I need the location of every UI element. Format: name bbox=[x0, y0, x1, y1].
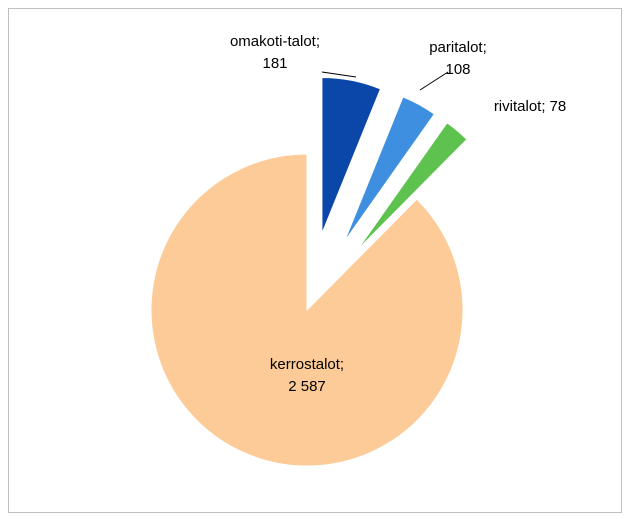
leader-line bbox=[419, 71, 449, 91]
label-separator: ; bbox=[316, 33, 320, 50]
data-label: paritalot; 108 bbox=[429, 39, 487, 78]
pie-slice bbox=[321, 76, 382, 234]
label-category: paritalot bbox=[429, 39, 483, 56]
label-category: kerrostalot bbox=[270, 356, 341, 373]
pie-slice bbox=[356, 122, 468, 251]
label-value: 2 587 bbox=[288, 378, 326, 395]
pie-slice bbox=[150, 153, 464, 467]
label-value: 78 bbox=[550, 98, 567, 115]
label-category: rivitalot bbox=[494, 98, 542, 115]
data-label: rivitalot; 78 bbox=[494, 98, 566, 115]
data-label: omakoti-talot; 181 bbox=[230, 33, 320, 72]
label-separator: ; bbox=[340, 356, 344, 373]
label-separator: ; bbox=[483, 39, 487, 56]
label-value: 108 bbox=[445, 61, 470, 78]
label-value: 181 bbox=[262, 55, 287, 72]
label-separator: ; bbox=[541, 98, 545, 115]
pie-slice bbox=[343, 96, 436, 242]
label-category: omakoti-talot bbox=[230, 33, 317, 50]
leader-line bbox=[321, 71, 357, 78]
data-label: kerrostalot; 2 587 bbox=[270, 356, 344, 395]
